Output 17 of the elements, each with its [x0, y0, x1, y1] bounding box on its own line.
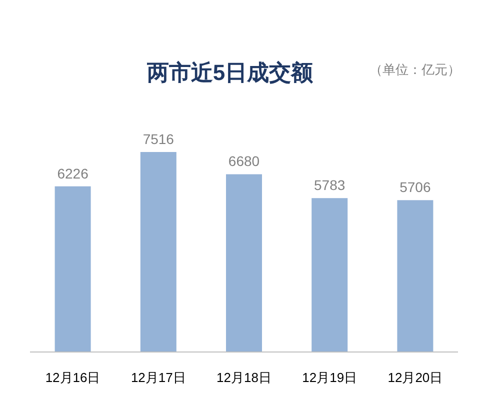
data-label: 7516 [142, 131, 174, 147]
x-tick-label: 12月18日 [216, 370, 272, 385]
data-label: 6680 [228, 153, 260, 170]
text: （单位：亿元） [370, 62, 460, 77]
bar [54, 186, 91, 352]
bar [226, 174, 262, 352]
x-tick-label: 12月16日 [45, 370, 100, 385]
bar [140, 152, 176, 352]
data-label: 6226 [57, 165, 89, 182]
data-label: 5706 [400, 179, 431, 196]
x-tick-label: 12月20日 [388, 370, 443, 385]
data-label: 5783 [314, 177, 346, 194]
x-tick-label: 12月17日 [130, 370, 186, 385]
chart-title: 两市近5日成交额 [146, 60, 314, 85]
bar [312, 198, 348, 352]
bar [397, 200, 434, 352]
x-tick-label: 12月19日 [302, 370, 358, 385]
